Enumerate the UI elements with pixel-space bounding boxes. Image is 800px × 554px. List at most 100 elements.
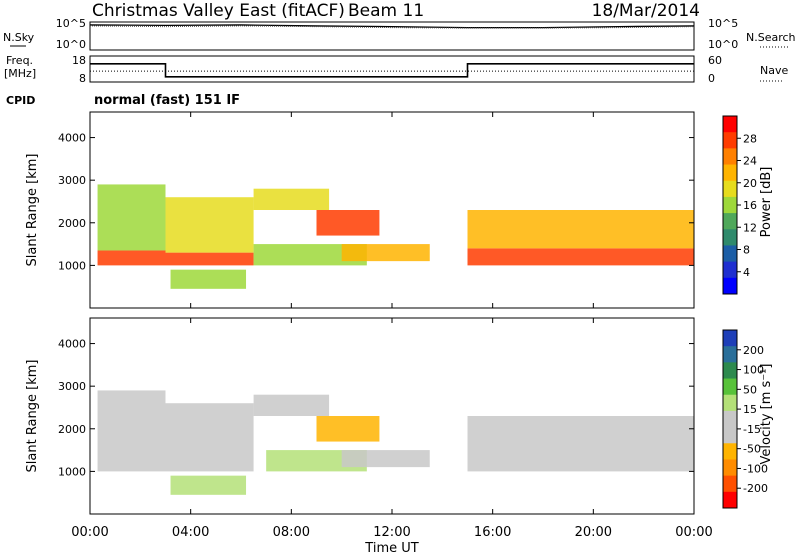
- power-region: [97, 184, 166, 251]
- y-tick-label: 4000: [58, 338, 86, 351]
- colorbar-swatch: [723, 196, 737, 214]
- y-tick-label: 1000: [58, 259, 86, 272]
- power-colorbar-label: Power [dB]: [759, 167, 774, 238]
- colorbar-swatch: [723, 229, 737, 246]
- noise-tick-right-low: 10^0: [708, 38, 738, 51]
- nsearch-label: N.Search: [746, 31, 796, 44]
- colorbar-swatch: [723, 459, 737, 477]
- nave-label: Nave: [760, 64, 788, 77]
- power-region: [316, 210, 380, 236]
- noise-tick-left-high: 10^5: [56, 17, 86, 30]
- colorbar-swatch: [723, 443, 737, 460]
- date-label: 18/Mar/2014: [592, 1, 700, 21]
- colorbar-swatch: [723, 148, 737, 166]
- colorbar-tick-label: 28: [743, 132, 757, 145]
- colorbar-swatch: [723, 261, 737, 279]
- colorbar-swatch: [723, 132, 737, 149]
- power-colorbar: 28 24 20 16 12 8 4: [722, 115, 757, 295]
- x-tick-label: 04:00: [172, 525, 209, 540]
- noise-tick-left-low: 10^0: [56, 38, 86, 51]
- velocity-region: [316, 416, 380, 442]
- freq-panel-frame: [89, 55, 695, 83]
- freq-tick-low: 8: [79, 72, 86, 85]
- power-heatmap: [97, 184, 694, 289]
- noise-panel-frame: [89, 21, 695, 51]
- freq-label: Freq.: [6, 54, 33, 67]
- colorbar-tick-label: -15: [743, 423, 761, 436]
- nsky-series-line: [89, 24, 695, 29]
- velocity-region: [253, 394, 330, 416]
- colorbar-tick-label: 24: [743, 155, 757, 168]
- colorbar-swatch: [723, 116, 737, 133]
- velocity-y-axis: 4000 3000 2000 1000: [58, 338, 694, 478]
- velocity-region: [467, 416, 694, 472]
- velocity-region: [341, 450, 430, 468]
- power-region: [165, 197, 254, 253]
- power-region: [467, 248, 694, 266]
- colorbar-tick-label: 200: [743, 344, 764, 357]
- colorbar-tick-label: 16: [743, 199, 757, 212]
- colorbar-tick-label: 100: [743, 364, 764, 377]
- colorbar-tick-label: 50: [743, 383, 757, 396]
- power-region: [253, 188, 330, 210]
- colorbar-swatch: [723, 213, 737, 230]
- y-tick-label: 4000: [58, 132, 86, 145]
- power-region: [253, 244, 367, 266]
- colorbar-tick-label: 8: [743, 244, 750, 257]
- colorbar-tick-label: -50: [743, 443, 761, 456]
- velocity-region: [165, 403, 254, 472]
- colorbar-swatch: [723, 245, 737, 263]
- colorbar-swatch: [723, 378, 737, 396]
- y-tick-label: 2000: [58, 423, 86, 436]
- power-region: [170, 269, 247, 289]
- colorbar-swatch: [723, 277, 737, 295]
- power-y-axis: 4000 3000 2000 1000: [58, 132, 694, 272]
- colorbar-swatch: [723, 475, 737, 493]
- colorbar-swatch: [723, 394, 737, 412]
- cpid-label: CPID: [6, 94, 35, 107]
- nsearch-series-line: [89, 25, 695, 29]
- colorbar-swatch: [723, 491, 737, 509]
- x-tick-label: 20:00: [575, 525, 612, 540]
- y-tick-label: 3000: [58, 380, 86, 393]
- colorbar-tick-label: 4: [743, 266, 750, 279]
- colorbar-frame: [722, 329, 738, 509]
- station-title: Christmas Valley East (fitACF): [92, 1, 345, 21]
- freq-series-line: [90, 62, 694, 78]
- beam-label: Beam 11: [348, 1, 424, 21]
- y-tick-label: 3000: [58, 174, 86, 187]
- velocity-colorbar: 200 100 50 15 -15 -50 -100 -200: [722, 329, 768, 509]
- velocity-y-axis-label: Slant Range [km]: [25, 360, 40, 473]
- noise-tick-right-high: 10^5: [708, 17, 738, 30]
- colorbar-swatch: [723, 410, 737, 428]
- colorbar-swatch: [723, 180, 737, 198]
- colorbar-tick-label: 12: [743, 221, 757, 234]
- velocity-region: [97, 390, 166, 472]
- colorbar-tick-label: -100: [743, 462, 768, 475]
- colorbar-swatch: [723, 427, 737, 444]
- x-tick-label: 08:00: [273, 525, 310, 540]
- colorbar-tick-label: 20: [743, 177, 757, 190]
- velocity-region: [170, 475, 247, 495]
- power-y-axis-label: Slant Range [km]: [25, 154, 40, 267]
- colorbar-swatch: [723, 330, 737, 347]
- velocity-heatmap: [97, 390, 694, 495]
- colorbar-swatch: [723, 164, 737, 182]
- time-x-axis: 00:00 04:00 08:00 12:00 16:00 20:00 00:00: [71, 112, 713, 540]
- y-tick-label: 1000: [58, 465, 86, 478]
- velocity-colorbar-label: Velocity [m s⁻¹]: [759, 364, 774, 465]
- x-tick-label: 12:00: [373, 525, 410, 540]
- power-region: [341, 244, 430, 262]
- power-region: [165, 252, 254, 266]
- x-axis-label: Time UT: [364, 541, 418, 554]
- x-tick-label: 16:00: [474, 525, 511, 540]
- power-region: [97, 250, 166, 266]
- cpid-value: normal (fast) 151 IF: [94, 93, 240, 108]
- freq-tick-high: 18: [72, 54, 86, 67]
- nsky-label: N.Sky: [3, 31, 35, 44]
- colorbar-tick-label: 15: [743, 403, 757, 416]
- nave-tick-high: 60: [708, 54, 722, 67]
- power-region: [467, 210, 694, 249]
- colorbar-tick-label: -200: [743, 482, 768, 495]
